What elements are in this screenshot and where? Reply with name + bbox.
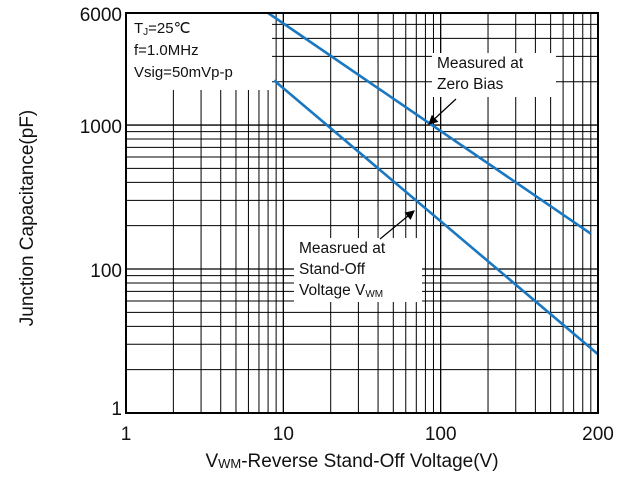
data-line (273, 79, 599, 356)
text-part: Voltage V (299, 282, 366, 299)
plot-frame (125, 12, 599, 414)
condition-text: f=1.0MHz (134, 42, 199, 59)
annotation-arrow (379, 210, 415, 240)
y-tick-label: 1 (111, 399, 122, 420)
x-tick-label: 10 (273, 424, 294, 445)
annotation-text: Stand-Off (299, 261, 366, 278)
y-tick-label: 100 (90, 261, 122, 282)
annotation-box (294, 238, 422, 302)
annotation-text: Voltage VWM (299, 282, 383, 300)
text-part: WM (365, 289, 383, 300)
x-axis-label: VWM-Reverse Stand-Off Voltage(V) (205, 451, 498, 472)
text-part: Stand-Off (299, 261, 366, 278)
annotation-text: Zero Bias (437, 76, 504, 93)
annotation-text: Measrued at (299, 240, 386, 257)
text-part: J (143, 27, 148, 38)
text-part: Measrued at (299, 240, 386, 257)
text-part: Measured at (437, 55, 524, 72)
text-part: V (205, 451, 218, 472)
x-tick-label: 1 (121, 424, 132, 445)
text-part: =25℃ (148, 20, 190, 37)
text-part: f=1.0MHz (134, 42, 199, 59)
y-tick-label: 1000 (80, 117, 122, 138)
text-part: Zero Bias (437, 76, 504, 93)
y-tick-label: 6000 (80, 5, 122, 26)
conditions-box (127, 14, 272, 90)
condition-text: TJ=25℃ (134, 20, 190, 38)
text-part: WM (218, 456, 241, 471)
x-tick-label: 200 (582, 424, 614, 445)
condition-text: Vsig=50mVp-p (134, 64, 233, 81)
y-axis-label: Junction Capacitance(pF) (17, 110, 38, 327)
text-part: Vsig=50mVp-p (134, 64, 233, 81)
x-tick-label: 100 (425, 424, 457, 445)
text-part: -Reverse Stand-Off Voltage(V) (241, 451, 498, 472)
text-part: T (134, 20, 143, 37)
annotation-arrow (428, 98, 457, 125)
annotation-text: Measured at (437, 55, 524, 72)
annotation-box (432, 53, 556, 97)
